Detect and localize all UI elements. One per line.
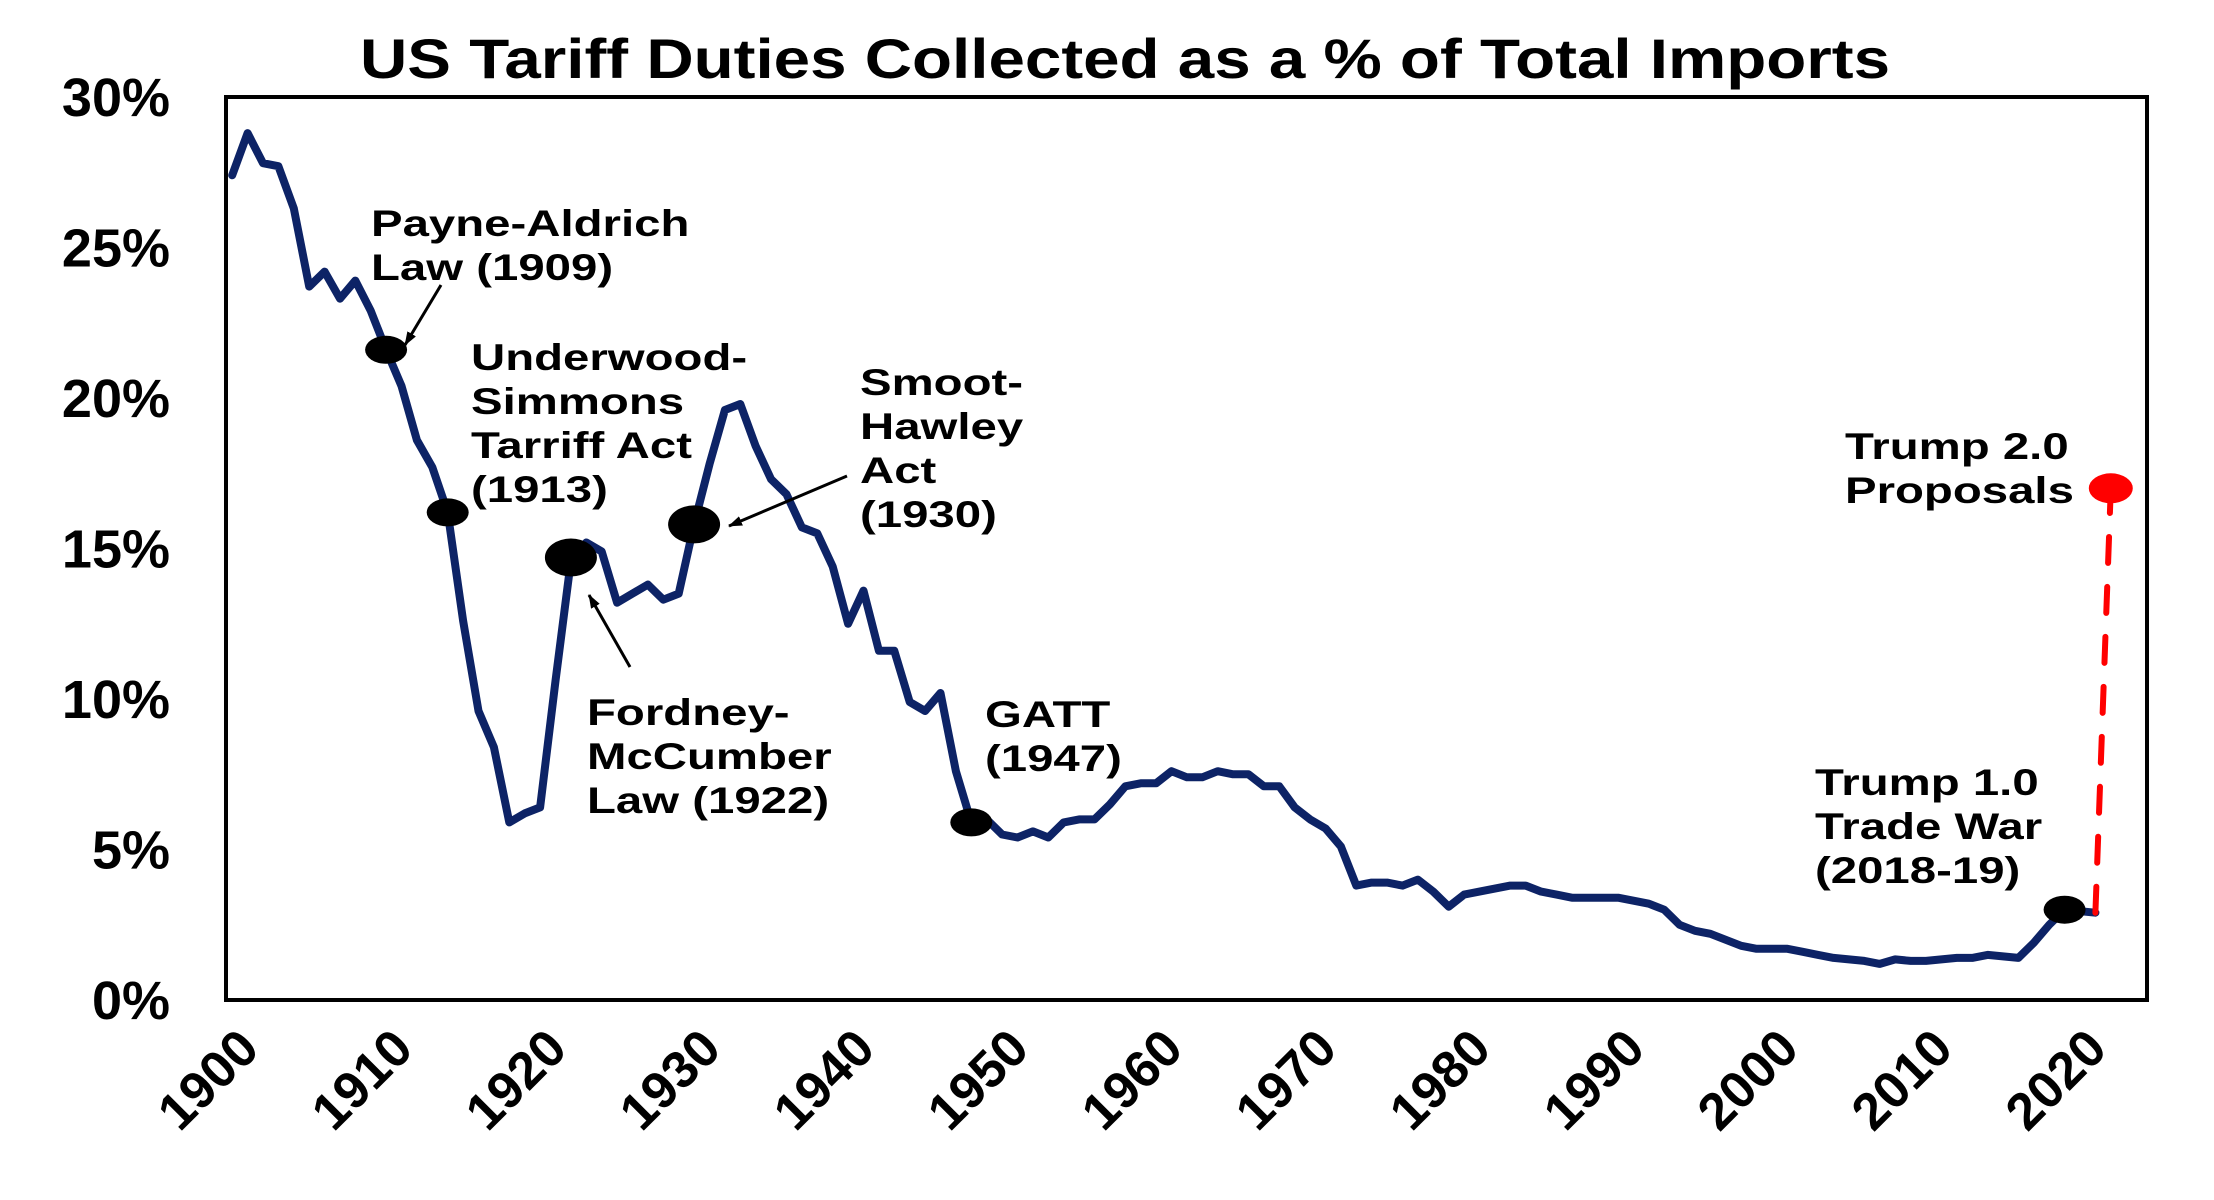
annotation-line: (1947) (985, 739, 1122, 780)
annotation-trump-1: Trump 1.0 Trade War (2018-19) (1815, 763, 2042, 892)
annotation-line: McCumber (587, 737, 832, 778)
x-tick-label: 1970 (1225, 1019, 1348, 1142)
annotation-line: Trump 2.0 (1845, 427, 2069, 468)
y-tick-label: 0% (92, 971, 170, 1031)
annotation-trump-2: Trump 2.0 Proposals (1845, 427, 2074, 512)
arrow-fordney-mccumber (587, 594, 632, 668)
annotation-line: (1913) (471, 470, 608, 511)
x-tick-label: 2010 (1841, 1019, 1964, 1142)
annotation-line: Fordney- (587, 693, 790, 734)
annotation-line: Hawley (860, 407, 1024, 448)
annotation-line: Trade War (1815, 807, 2042, 848)
annotation-line: Tarriff Act (471, 426, 692, 467)
x-tick-label: 1910 (301, 1019, 424, 1142)
x-axis: 1900 1910 1920 1930 1940 1950 1960 1970 1980 1990… (147, 1019, 2118, 1142)
annotation-line: (2018-19) (1815, 851, 2020, 892)
marker-layer (365, 335, 2133, 924)
annotation-line: Proposals (1845, 471, 2074, 512)
plot-frame (224, 95, 2149, 1002)
annotation-line: Law (1922) (587, 781, 829, 822)
x-tick-label: 2000 (1687, 1019, 1810, 1142)
annotation-line: (1930) (860, 495, 997, 536)
x-tick-label: 1940 (763, 1019, 886, 1142)
y-tick-label: 20% (62, 369, 170, 429)
annotation-smoot-hawley: Smoot- Hawley Act (1930) (860, 363, 1024, 536)
annotation-line: Simmons (471, 382, 684, 423)
marker-gatt (950, 808, 993, 837)
projection-dashed-line (2092, 485, 2114, 916)
marker-payne-aldrich (365, 335, 408, 364)
marker-trump-1 (2043, 895, 2086, 924)
series-layer (228, 129, 2114, 968)
marker-smoot-hawley (668, 505, 721, 544)
arrow-smoot-hawley (728, 474, 848, 528)
annotation-gatt: GATT (1947) (985, 695, 1122, 780)
y-tick-label: 15% (62, 520, 170, 580)
annotation-line: Trump 1.0 (1815, 763, 2039, 804)
y-axis: 0% 5% 10% 15% 20% 25% 30% (62, 68, 170, 1031)
x-tick-label: 1960 (1071, 1019, 1194, 1142)
annotation-line: Act (860, 451, 936, 492)
arrow-layer (403, 284, 848, 668)
x-tick-label: 1990 (1533, 1019, 1656, 1142)
x-tick-label: 1900 (147, 1019, 270, 1142)
annotation-line: GATT (985, 695, 1110, 736)
y-tick-label: 25% (62, 219, 170, 279)
x-tick-label: 1950 (917, 1019, 1040, 1142)
annotation-line: Smoot- (860, 363, 1023, 404)
marker-trump-2-proposal (2088, 473, 2133, 504)
x-tick-label: 1930 (609, 1019, 732, 1142)
y-tick-label: 5% (92, 821, 170, 881)
x-tick-label: 1980 (1379, 1019, 1502, 1142)
x-tick-label: 2020 (1995, 1019, 2118, 1142)
y-tick-label: 10% (62, 670, 170, 730)
annotation-line: Underwood- (471, 338, 747, 379)
marker-fordney-mccumber (544, 538, 597, 577)
arrow-payne-aldrich (403, 284, 443, 346)
annotation-fordney-mccumber: Fordney- McCumber Law (1922) (587, 693, 832, 822)
annotation-line: Law (1909) (371, 248, 613, 289)
marker-underwood-simmons (426, 498, 469, 527)
chart-title: US Tariff Duties Collected as a % of Tot… (360, 27, 1890, 90)
x-tick-label: 1920 (455, 1019, 578, 1142)
annotation-underwood-simmons: Underwood- Simmons Tarriff Act (1913) (471, 338, 747, 511)
annotation-payne-aldrich: Payne-Aldrich Law (1909) (371, 204, 689, 289)
y-tick-label: 30% (62, 68, 170, 128)
tariff-series-line (228, 129, 2100, 968)
annotation-line: Payne-Aldrich (371, 204, 689, 245)
